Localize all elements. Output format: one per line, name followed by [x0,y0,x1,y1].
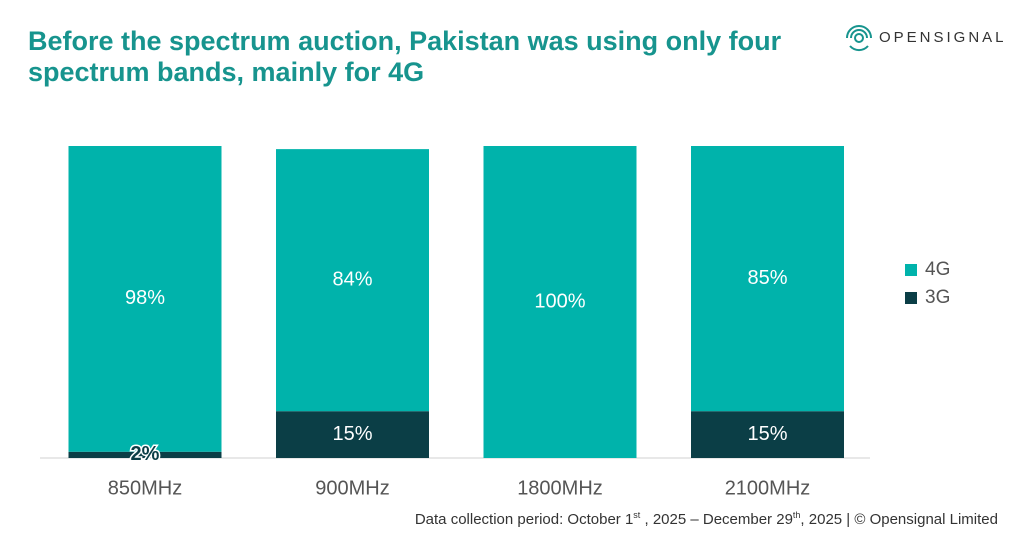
legend-label: 4G [925,259,950,280]
data-label: 2% [131,443,160,465]
x-tick-label: 850MHz [108,477,182,499]
footnote: Data collection period: October 1st , 20… [415,510,998,528]
bar-segment [276,149,429,412]
legend-label: 3G [925,287,950,308]
x-tick-label: 2100MHz [725,477,811,499]
data-label: 84% [332,268,372,290]
bar-segment [483,146,637,458]
data-label: 15% [332,423,372,445]
bar-segment [68,451,222,458]
legend-swatch [905,292,917,304]
logo-icon [846,25,872,52]
bar-segment [691,411,844,458]
bar-segment [68,146,222,452]
footnote-text: , 2025 | © Opensignal Limited [800,511,998,528]
footnote-sup: th [792,510,801,520]
data-label: 85% [747,267,787,289]
x-tick-label: 1800MHz [517,477,603,499]
chart-title: Before the spectrum auction, Pakistan wa… [28,26,782,87]
logo: OPENSIGNAL [879,29,1007,46]
footnote-text: Data collection period: October 1 [414,511,634,528]
bar-segment [691,146,844,412]
legend-swatch [905,264,917,276]
bar-segment [276,411,429,458]
data-label: 100% [534,290,585,312]
footnote-text: , 2025 – December 29 [640,511,793,528]
x-tick-label: 900MHz [315,477,389,499]
footnote-sup: st [633,510,641,520]
data-label: 15% [747,423,787,445]
data-label: 98% [125,287,165,309]
